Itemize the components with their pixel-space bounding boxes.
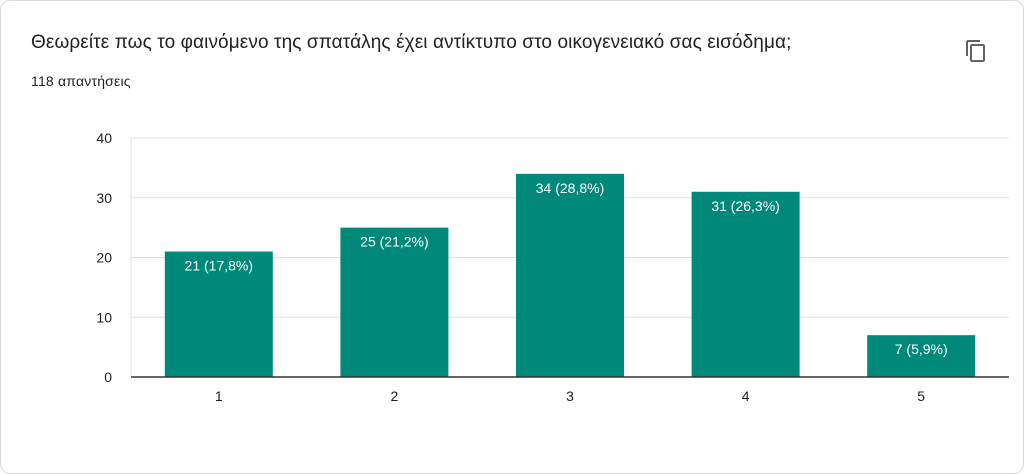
bar-data-label: 25 (21,2%) [360, 234, 428, 250]
bar-chart: 0 10 20 30 40 21 (17,8%) 1 25 (21,2%) 2 34 (28,8%… [96, 130, 1009, 404]
bar [516, 173, 624, 377]
bar [691, 191, 800, 377]
bar-data-label: 34 (28,8%) [536, 180, 604, 196]
x-tick-label: 5 [917, 388, 925, 404]
question-title: Θεωρείτε πως το φαινόμενο της σπατάλης έ… [31, 32, 792, 53]
bar [867, 335, 976, 377]
copy-icon [966, 40, 985, 62]
x-tick-label: 3 [566, 388, 574, 404]
y-tick-label: 10 [96, 309, 112, 325]
bar [340, 227, 449, 377]
y-tick-label: 20 [96, 250, 112, 266]
x-tick-label: 1 [215, 388, 223, 404]
y-tick-label: 40 [96, 130, 112, 146]
copy-chart-button[interactable] [956, 31, 996, 71]
bar-data-label: 21 (17,8%) [185, 258, 253, 274]
x-tick-label: 4 [742, 388, 750, 404]
response-count: 118 απαντήσεις [31, 73, 131, 89]
bar-data-label: 7 (5,9%) [895, 341, 948, 357]
x-tick-label: 2 [391, 388, 399, 404]
bar [164, 251, 273, 377]
y-tick-label: 30 [96, 190, 112, 206]
bar-chart-area: 0 10 20 30 40 21 (17,8%) 1 25 (21,2%) 2 34 (28,8%… [1, 111, 1023, 411]
y-tick-label: 0 [104, 369, 112, 385]
bar-data-label: 31 (26,3%) [711, 198, 779, 214]
